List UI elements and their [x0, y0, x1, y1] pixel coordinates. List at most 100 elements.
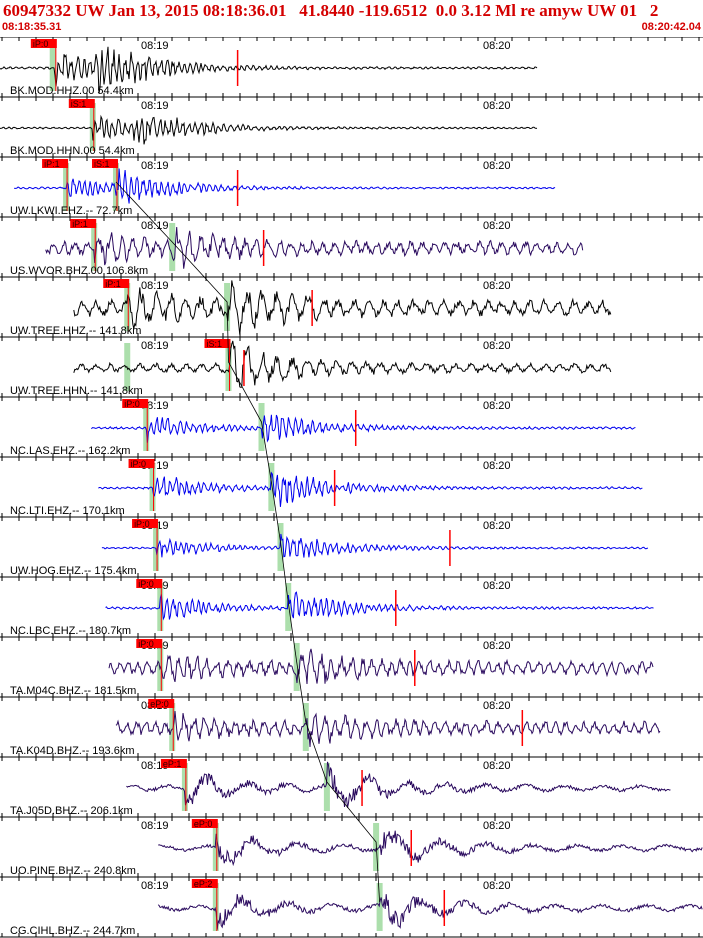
time-tick-label: 08:20	[483, 520, 511, 532]
waveform-trace	[157, 894, 703, 930]
pick-label-text: iP:1	[44, 159, 60, 169]
station-label: NC.LBC.EHZ.-- 180.7km	[10, 625, 131, 637]
station-label: UO.PINE.BHZ.-- 240.8km	[10, 865, 136, 877]
waveform-trace	[45, 226, 584, 269]
waveform-trace	[0, 46, 538, 94]
pick-label-box	[160, 759, 187, 768]
pick-label-box	[204, 339, 231, 348]
pick-label-box	[191, 819, 218, 828]
pick-label-text: iP:0	[33, 39, 49, 49]
time-tick-label: 08:20	[483, 820, 511, 832]
station-label: UW.HOG.EHZ.-- 175.4km	[10, 565, 137, 577]
time-tick-label: 08:20	[483, 700, 511, 712]
phase-band	[91, 223, 98, 271]
event-title: 60947332 UW Jan 13, 2015 08:18:36.01 41.…	[3, 1, 659, 20]
pick-label-box	[191, 879, 218, 888]
time-tick-label: 08:20	[483, 460, 511, 472]
time-tick-label: 08:20	[483, 40, 511, 52]
waveform-trace	[126, 761, 671, 808]
phase-band	[143, 403, 150, 451]
waveform-trace	[115, 711, 661, 748]
pick-label-box	[136, 579, 163, 588]
phase-band	[181, 763, 188, 811]
phase-band	[157, 583, 164, 631]
time-tick-label: 08:19	[141, 220, 169, 232]
phase-band	[376, 883, 383, 931]
time-tick-label: 08:19	[141, 880, 169, 892]
waveform-trace	[14, 168, 556, 204]
phase-band	[212, 823, 219, 871]
time-tick-label: 08:20	[483, 640, 511, 652]
phase-band	[277, 523, 284, 571]
phase-band	[112, 163, 119, 211]
time-tick-label: 08:20	[483, 880, 511, 892]
phase-band	[302, 703, 309, 751]
station-label: NC.LAS.EHZ.-- 162.2km	[10, 445, 130, 457]
time-tick-label: 08:19	[141, 820, 169, 832]
pick-label-text: iP:1	[72, 219, 88, 229]
waveform-trace	[158, 830, 703, 867]
time-tick-label: 08:20	[483, 220, 511, 232]
waveform-trace	[73, 280, 612, 335]
plot-header: 60947332 UW Jan 13, 2015 08:18:36.01 41.…	[0, 0, 703, 36]
time-tick-label: 08:20	[483, 280, 511, 292]
time-tick-label: 08:19	[141, 100, 169, 112]
waveform-trace	[73, 340, 612, 388]
phase-band	[285, 583, 292, 631]
pick-label-text: iP:0	[124, 399, 140, 409]
station-label: NC.LTI.EHZ.-- 170.1km	[10, 505, 125, 517]
pick-label-text: iP:0	[131, 459, 147, 469]
phase-band	[153, 523, 160, 571]
waveform-trace	[105, 591, 654, 621]
pick-label-box	[30, 39, 57, 48]
pick-label-text: iS:1	[206, 339, 222, 349]
phase-band	[169, 223, 176, 271]
time-tick-label: 08:20	[483, 100, 511, 112]
phase-band	[258, 403, 265, 451]
time-tick-label: 08:20	[483, 400, 511, 412]
waveform-trace	[0, 114, 538, 145]
pick-label-box	[136, 639, 163, 648]
pick-label-box	[148, 699, 175, 708]
waveform-trace	[98, 471, 643, 507]
pick-label-text: iP:1	[105, 279, 121, 289]
pick-label-text: eP:0	[194, 819, 213, 829]
station-label: TA.K04D.BHZ.-- 193.6km	[10, 745, 135, 757]
pick-label-text: iP:0	[138, 579, 154, 589]
phase-band	[225, 343, 232, 391]
pick-label-text: eP:2	[194, 879, 213, 889]
pick-label-text: iP:0	[138, 639, 154, 649]
pick-label-box	[42, 159, 69, 168]
waveform-trace	[91, 414, 636, 443]
waveform-trace	[101, 533, 649, 558]
station-label: TA.M04C.BHZ.-- 181.5km	[10, 685, 136, 697]
station-label: BK.MOD.HHZ.00 54.4km	[10, 85, 133, 97]
time-tick-label: 08:20	[483, 580, 511, 592]
pick-label-text: iS:1	[71, 99, 87, 109]
station-label: US.WVOR.BHZ.00 106.8km	[10, 265, 148, 277]
phase-band	[293, 643, 300, 691]
waveform-trace	[108, 648, 654, 685]
time-tick-label: 08:19	[141, 280, 169, 292]
pick-label-box	[128, 459, 155, 468]
station-label: CG.CIHL.BHZ.-- 244.7km	[10, 925, 135, 937]
station-label: TA.J05D.BHZ.-- 206.1km	[10, 805, 133, 817]
time-tick-label: 08:20	[483, 160, 511, 172]
pick-label-text: iP:0	[134, 519, 150, 529]
phase-band	[323, 763, 330, 811]
pick-label-text: eP:1	[163, 759, 182, 769]
station-label: BK.MOD.HHN.00 54.4km	[10, 145, 135, 157]
phase-band	[89, 103, 96, 151]
time-tick-label: 08:19	[141, 160, 169, 172]
phase-band	[49, 43, 56, 91]
pick-label-box	[91, 159, 118, 168]
station-label: UW.LKWI.EHZ.-- 72.7km	[10, 205, 132, 217]
phase-band	[268, 463, 275, 511]
phase-band	[212, 883, 219, 931]
pick-label-text: iS:1	[94, 159, 110, 169]
pick-label-box	[122, 399, 149, 408]
time-tick-label: 08:19	[141, 340, 169, 352]
phase-band	[149, 463, 156, 511]
moveout-curve	[115, 181, 380, 903]
phase-band	[169, 703, 176, 751]
